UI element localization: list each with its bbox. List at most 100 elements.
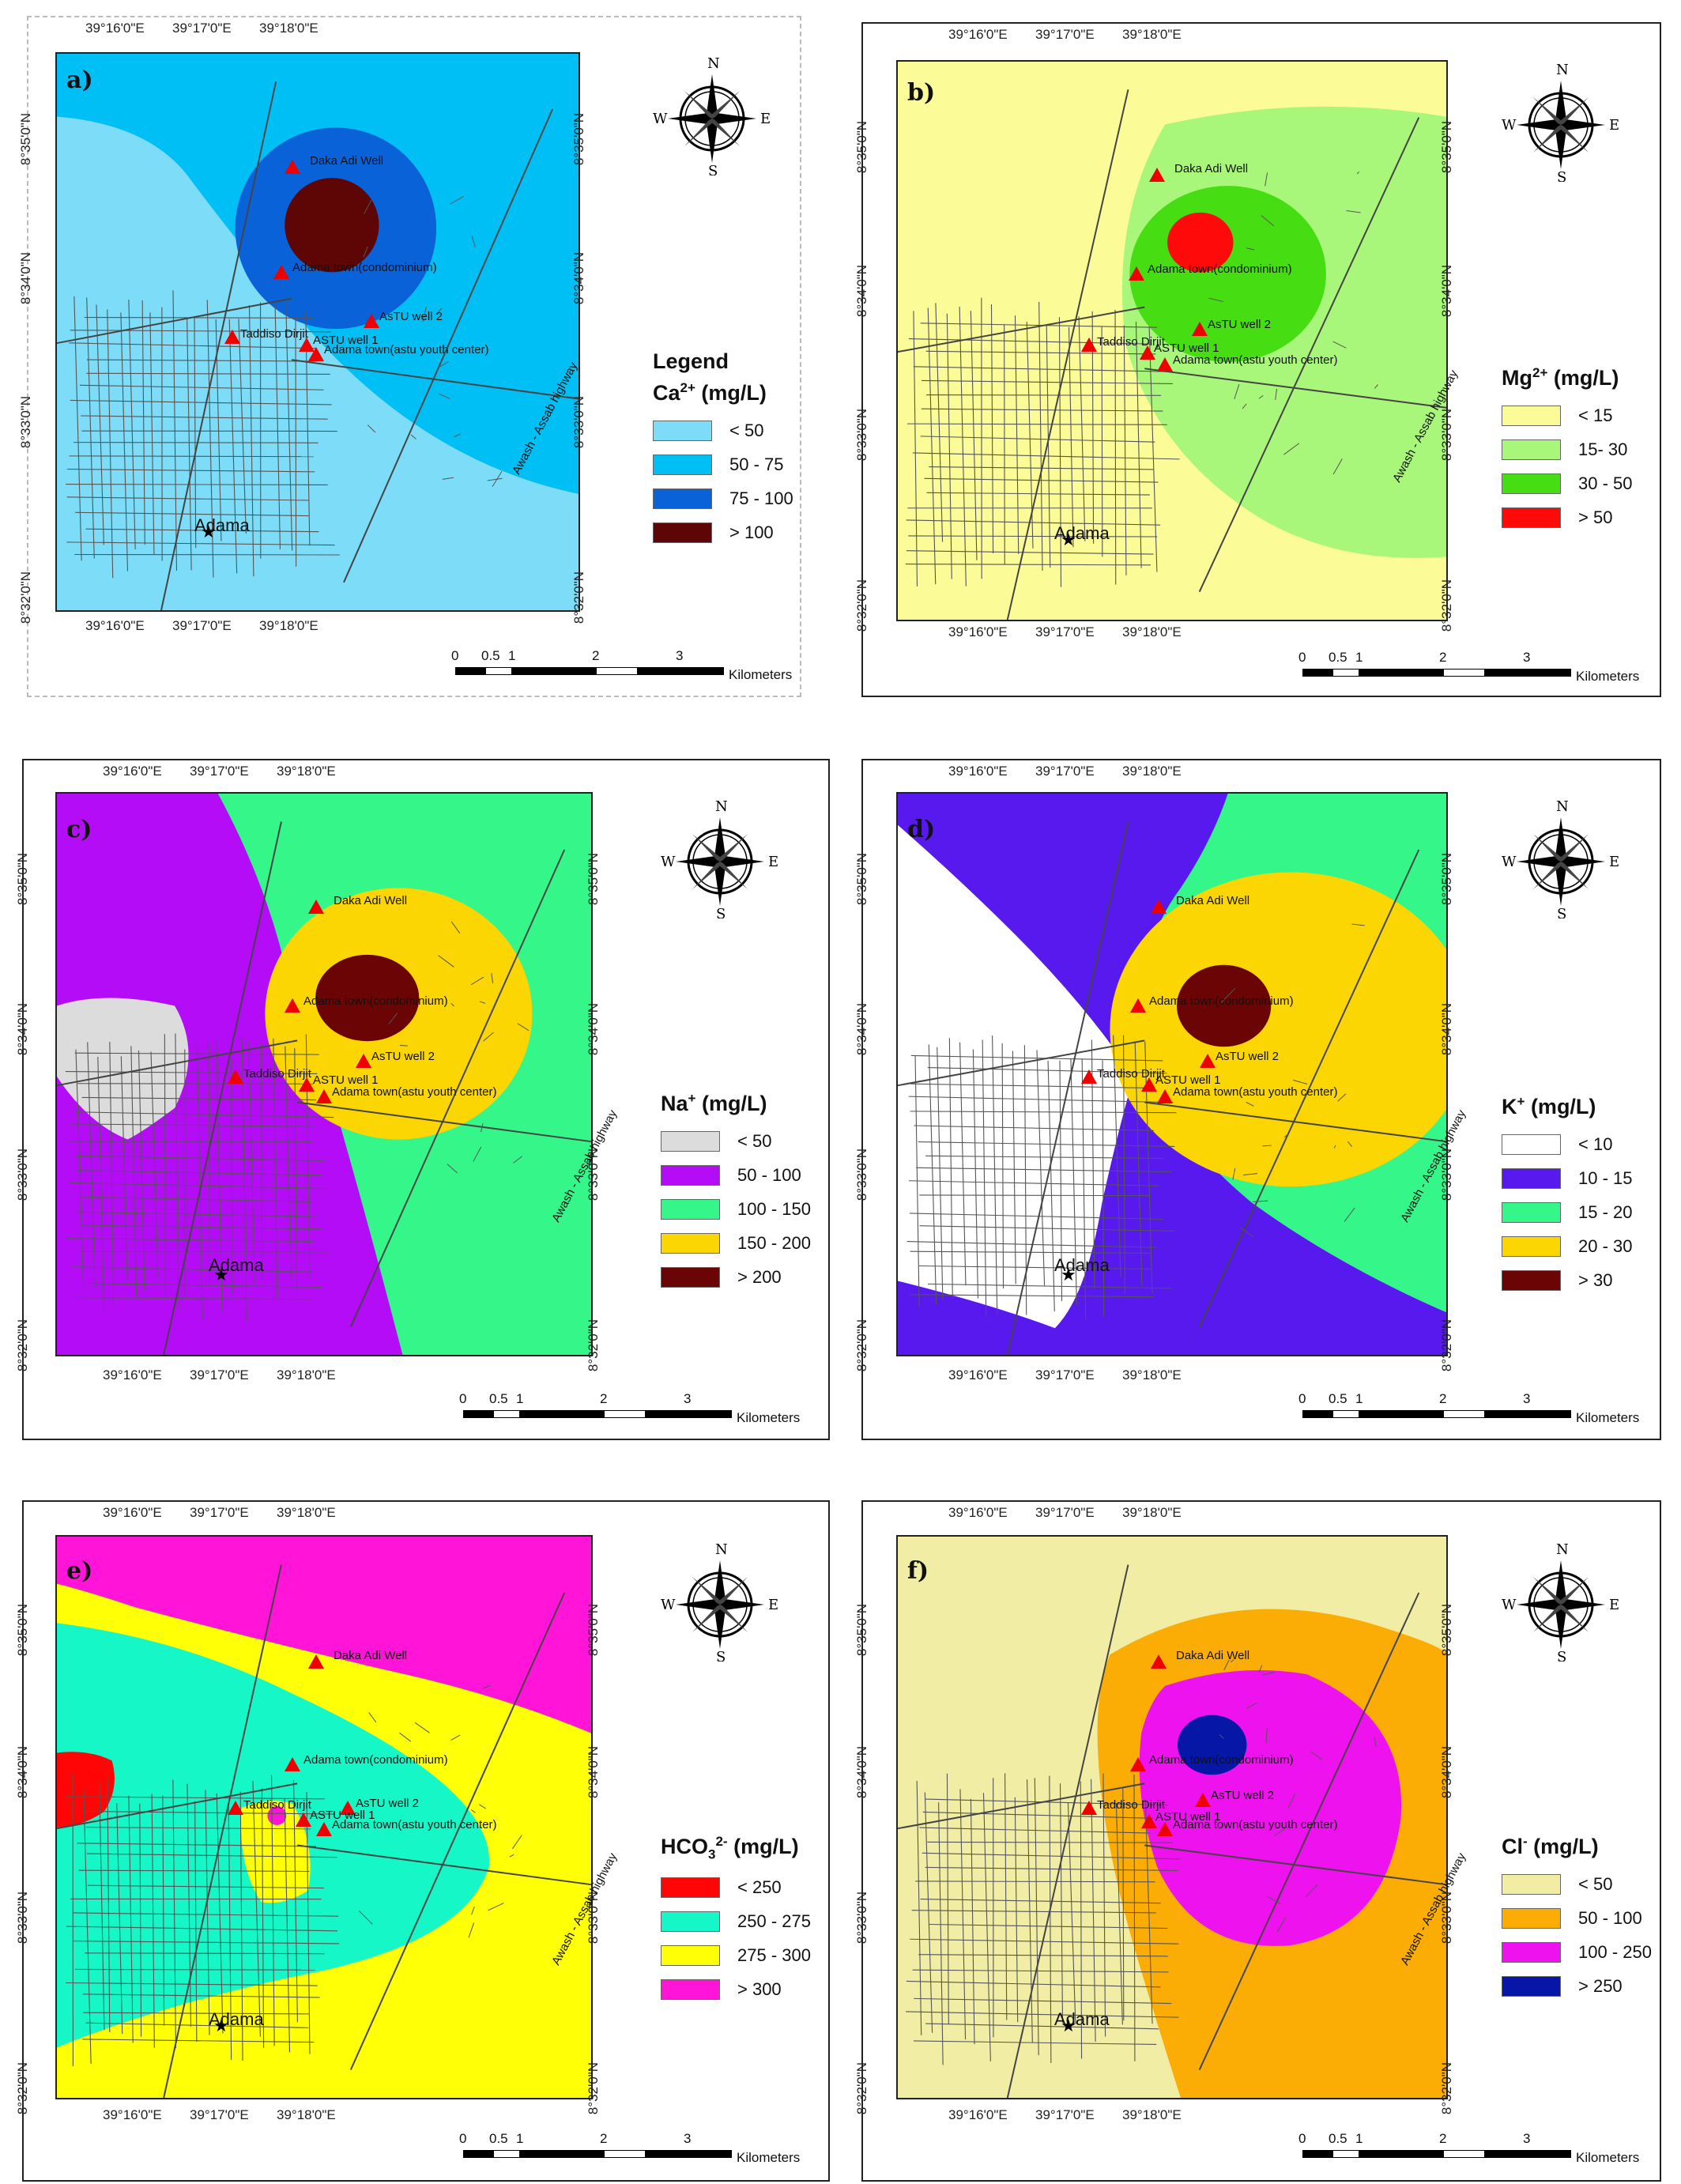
- road-segment: [1198, 1592, 1420, 2070]
- road-segment: [297, 1101, 591, 1143]
- road-segment: [65, 1796, 325, 1800]
- lon-tick-bottom: 39°17'0"E: [1035, 1367, 1095, 1382]
- scale-bar: 0 0.5 1 2 3 Kilometers: [1298, 650, 1639, 689]
- legend-label: < 250: [737, 1877, 782, 1897]
- legend-row: 275 - 300: [661, 1938, 811, 1972]
- lon-tick-bottom: 39°18'0"E: [277, 1367, 336, 1382]
- site-label-astu1: ASTU well 1: [310, 1809, 375, 1822]
- road-segment: [906, 519, 1161, 526]
- road-segment: [1004, 324, 1005, 565]
- lon-tick-bottom: 39°17'0"E: [1035, 2107, 1095, 2122]
- road-segment: [990, 304, 994, 553]
- scale-unit: Kilometers: [737, 1410, 801, 1425]
- road-segment: [216, 1793, 224, 2034]
- legend-label: 100 - 150: [737, 1198, 811, 1219]
- sample-site-marker: [1141, 1814, 1157, 1828]
- road-segment: [86, 297, 95, 559]
- scale-segment: [1484, 669, 1571, 677]
- compass-s: S: [1557, 906, 1566, 918]
- road-segment: [1006, 821, 1129, 1355]
- lat-tick-right: 8°35'0"N: [1439, 120, 1455, 174]
- legend-label: 100 - 250: [1578, 1941, 1652, 1962]
- road-segment: [75, 511, 309, 517]
- legend: Na+ (mg/L) < 50 50 - 100 100 - 150 150 - 200…: [661, 1091, 811, 1294]
- road-segment: [349, 1592, 566, 2070]
- site-label-youth: Adama town(astu youth center): [332, 1085, 497, 1099]
- road-segment: [920, 1898, 1161, 1904]
- legend-label: < 50: [737, 1130, 772, 1151]
- road-segment: [194, 317, 197, 549]
- legend-swatch: [653, 488, 712, 509]
- road-segment: [1258, 394, 1264, 399]
- road-segment: [438, 955, 454, 968]
- compass-n: N: [1556, 63, 1569, 78]
- road-segment: [1265, 172, 1268, 187]
- road-segment: [77, 1843, 317, 1847]
- site-label-taddiso: Taddiso Dirjit: [243, 1798, 311, 1812]
- road-segment: [273, 1038, 278, 1299]
- road-segment: [395, 1650, 407, 1658]
- sample-site-marker: [340, 1801, 356, 1815]
- road-segment: [85, 528, 319, 533]
- scale-label: 0.5: [1329, 650, 1347, 665]
- lon-tick-bottom: 39°16'0"E: [103, 2107, 162, 2122]
- road-segment: [1122, 1787, 1125, 2021]
- road-segment: [414, 1722, 430, 1733]
- scale-label: 1: [516, 1391, 524, 1406]
- sample-site-marker: [1141, 1077, 1157, 1092]
- legend-swatch: [661, 1911, 720, 1932]
- road-segment: [57, 297, 292, 345]
- city-label: Adama: [1054, 2009, 1110, 2029]
- legend-swatch: [661, 1198, 720, 1220]
- lat-tick-right: 8°34'0"N: [1439, 1745, 1455, 1799]
- compass-rose-icon: N S W E: [653, 55, 771, 179]
- scale-label: 0: [459, 2131, 467, 2146]
- legend-label: > 250: [1578, 1975, 1623, 1996]
- road-segment: [399, 1732, 412, 1742]
- legend-swatch: [1502, 1873, 1561, 1895]
- sample-site-marker: [296, 1812, 311, 1827]
- road-segment: [927, 307, 937, 585]
- legend-row: > 50: [1502, 500, 1633, 534]
- road-segment: [86, 1853, 337, 1858]
- lon-tick-top: 39°16'0"E: [103, 1505, 162, 1520]
- city-star-icon: ★: [213, 1265, 229, 1284]
- lat-tick-right: 8°33'0"N: [1439, 408, 1455, 462]
- scale-segment: [463, 2150, 493, 2158]
- road-segment: [81, 415, 328, 420]
- road-segment: [1239, 1227, 1255, 1238]
- road-segment: [1113, 1035, 1121, 1277]
- road-segment: [1265, 1727, 1268, 1744]
- legend-label: 275 - 300: [737, 1944, 811, 1965]
- sample-site-marker: [308, 347, 324, 361]
- site-label-condo: Adama town(condominium): [1148, 262, 1292, 276]
- legend: Cl- (mg/L) < 50 50 - 100 100 - 250 > 250: [1502, 1834, 1652, 2003]
- road-segment: [919, 1827, 1151, 1834]
- road-segment: [1115, 1803, 1123, 2025]
- lon-tick-top: 39°17'0"E: [172, 21, 232, 36]
- road-segment: [1267, 1896, 1281, 1904]
- road-segment: [1068, 326, 1074, 548]
- legend-row: 50 - 100: [1502, 1901, 1652, 1935]
- road-segment: [1276, 1917, 1287, 1933]
- site-label-daka: Daka Adi Well: [334, 894, 408, 907]
- site-label-taddiso: Taddiso Dirjit: [1097, 1067, 1165, 1081]
- scale-label: 0.5: [1329, 1391, 1347, 1406]
- site-label-astu1: ASTU well 1: [1155, 1073, 1221, 1087]
- road-segment: [479, 1001, 486, 1004]
- road-segment: [468, 1922, 475, 1938]
- road-segment: [231, 1058, 233, 1294]
- road-segment: [925, 1155, 1164, 1160]
- sample-site-marker: [1200, 1054, 1216, 1068]
- road-segment: [293, 1779, 298, 2023]
- zone-a-gt100: [285, 178, 379, 273]
- road-segment: [349, 849, 566, 1327]
- map-d-zones: [898, 794, 1446, 1355]
- compass-e: E: [1609, 1597, 1619, 1613]
- lat-tick-left: 8°34'0"N: [15, 1745, 31, 1799]
- road-segment: [920, 436, 1155, 443]
- road-segment: [163, 821, 282, 1355]
- legend-swatch: [661, 1978, 720, 2000]
- scale-segment: [520, 2150, 604, 2158]
- road-segment: [1243, 1173, 1258, 1176]
